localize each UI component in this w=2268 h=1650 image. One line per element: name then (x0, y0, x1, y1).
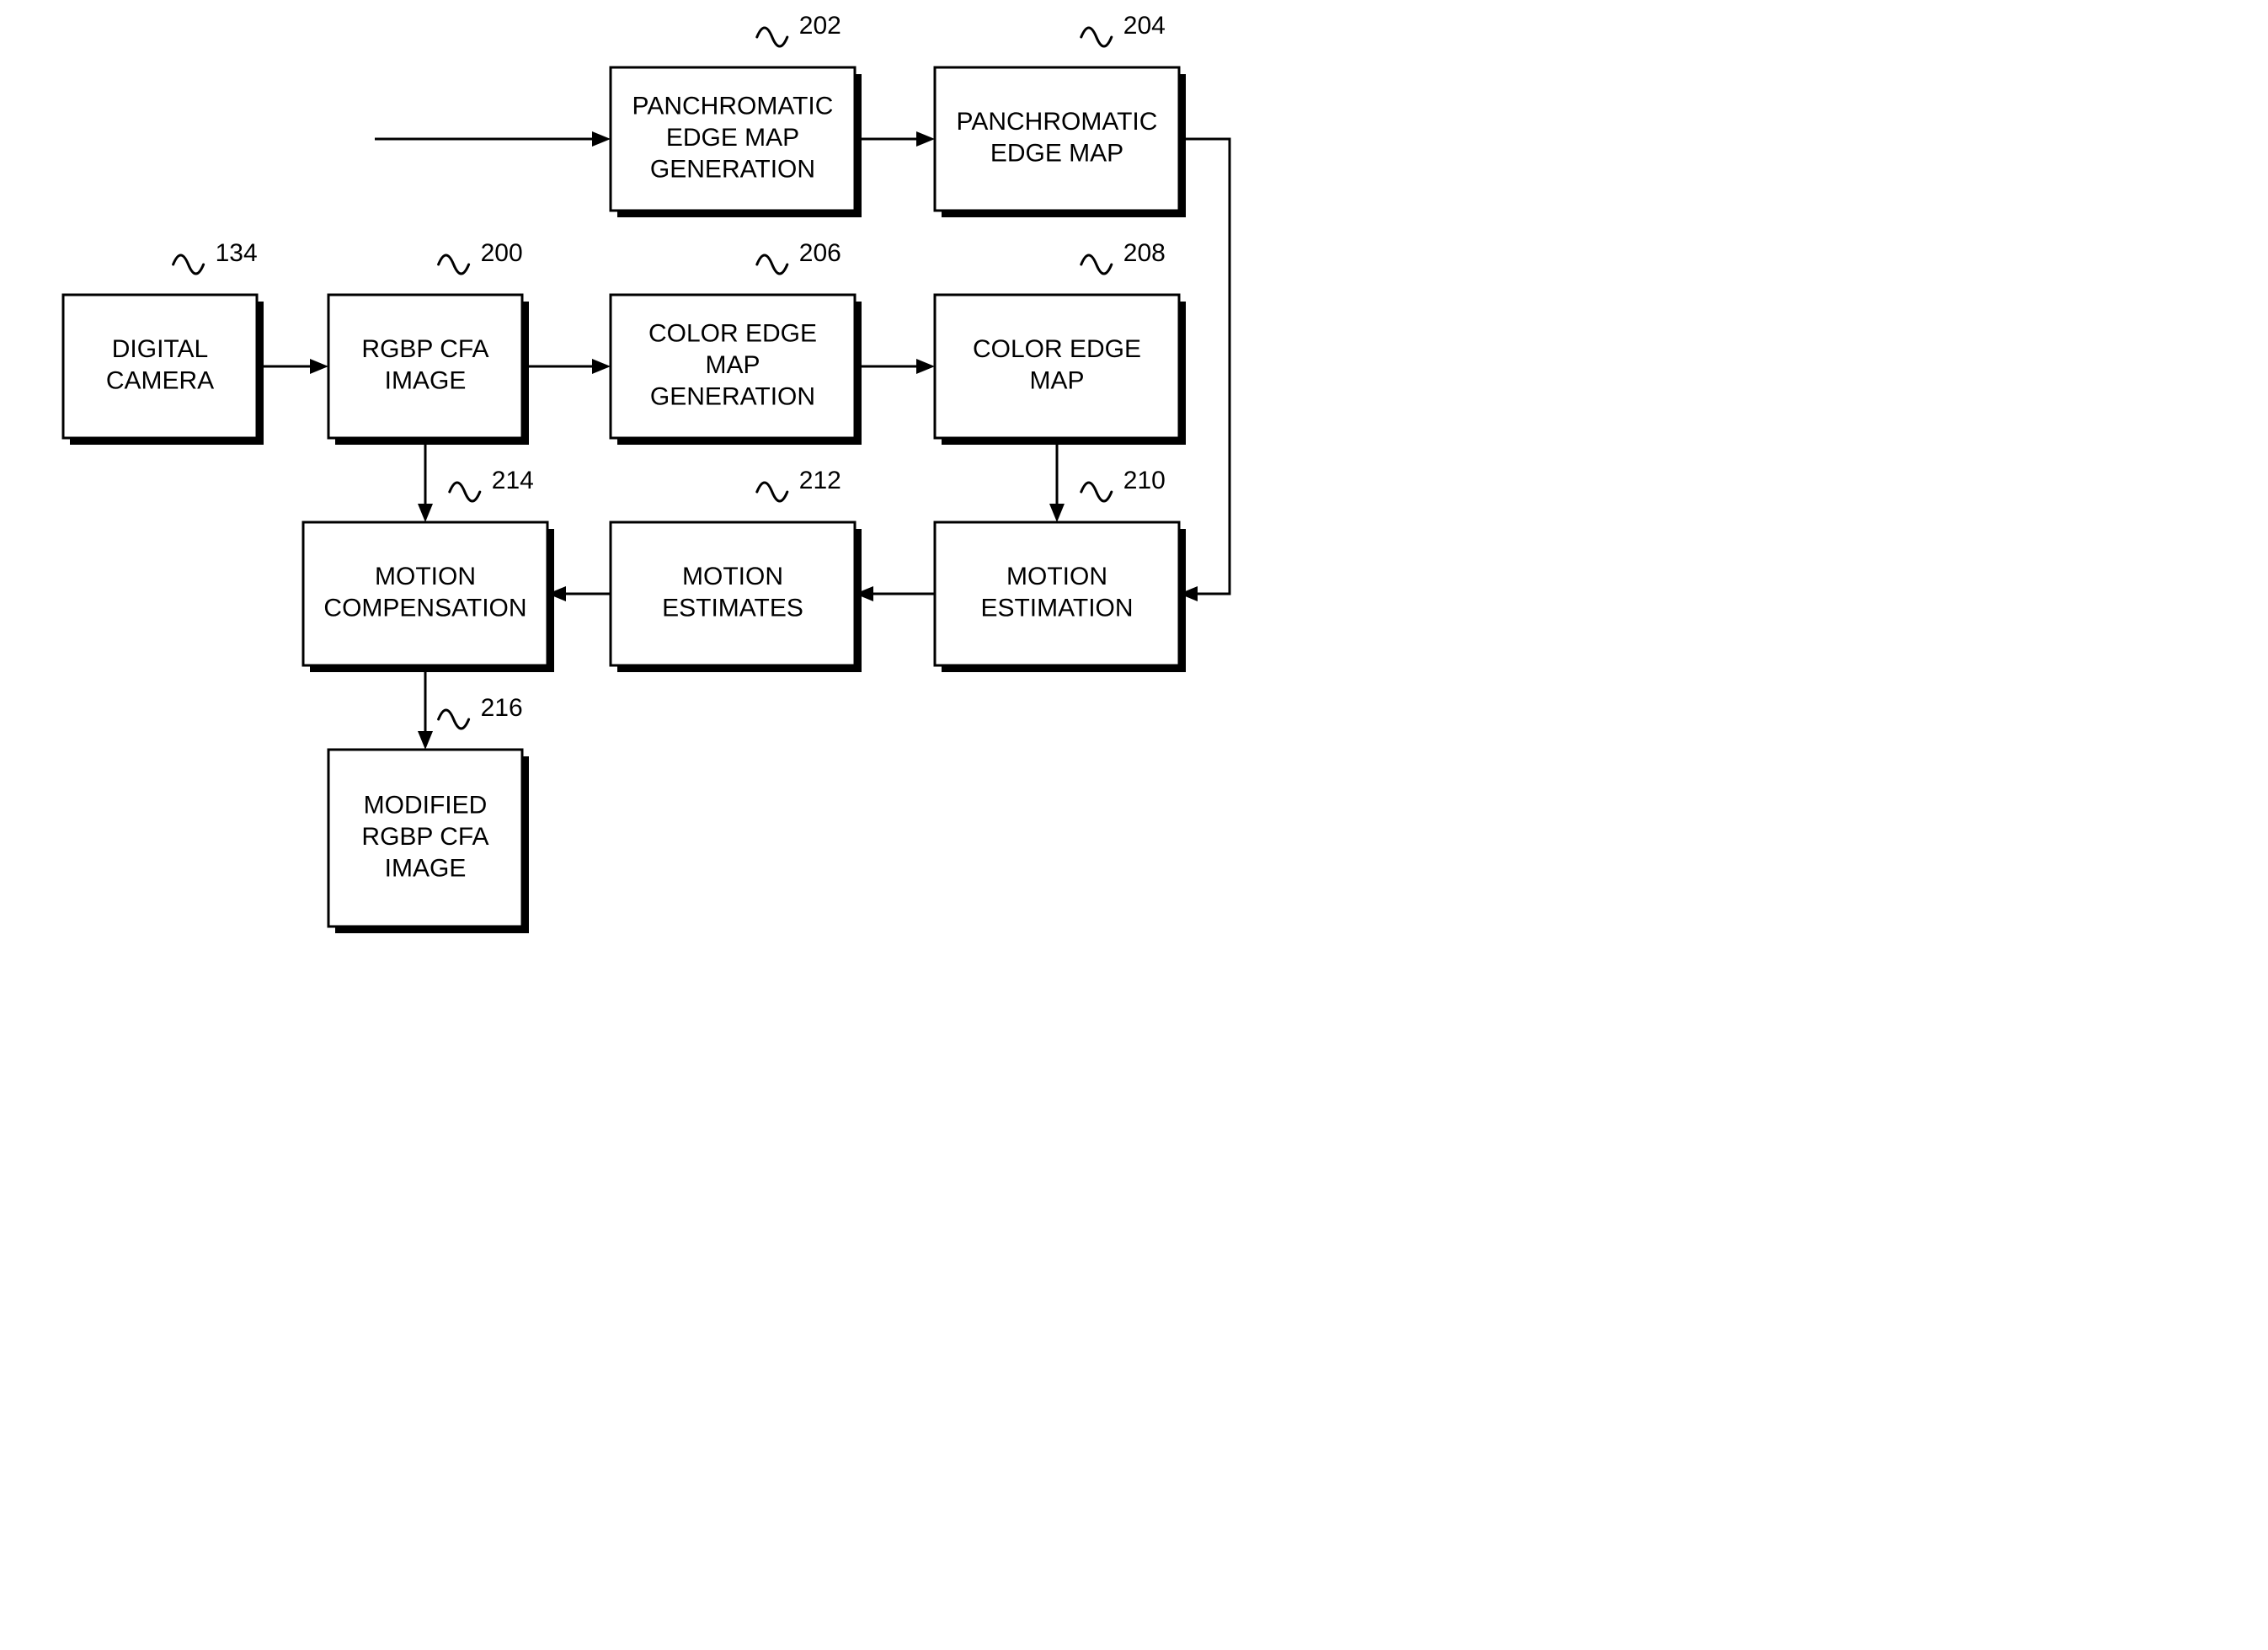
node-label: GENERATION (650, 155, 815, 183)
node-n206: COLOR EDGE MAP GENERATION 206 (611, 239, 862, 445)
node-label: RGBP CFA (361, 823, 488, 851)
node-label: MOTION (375, 563, 476, 590)
node-n216: MODIFIED RGBP CFA IMAGE 216 (328, 694, 529, 933)
node-n204: PANCHROMATIC EDGE MAP 204 (935, 12, 1186, 217)
ref-number: 200 (481, 239, 523, 267)
ref-number: 212 (799, 467, 841, 494)
ref-number: 210 (1123, 467, 1166, 494)
node-n202: PANCHROMATIC EDGE MAP GENERATION 202 (611, 12, 862, 217)
node-label: IMAGE (385, 854, 467, 882)
node-label: COMPENSATION (323, 595, 526, 622)
node-label: CAMERA (106, 367, 214, 395)
node-label: MAP (1029, 367, 1084, 395)
node-label: DIGITAL (112, 335, 208, 363)
flowchart-diagram: DIGITAL CAMERA 134 RGBP CFA IMAGE 200 PANCHROM… (0, 0, 1482, 1078)
ref-number: 202 (799, 12, 841, 40)
node-label: MODIFIED (364, 791, 488, 819)
node-label: EDGE MAP (666, 124, 799, 152)
ref-number: 214 (492, 467, 534, 494)
node-label: MOTION (1006, 563, 1107, 590)
ref-number: 134 (216, 239, 258, 267)
node-label: EDGE MAP (990, 140, 1123, 168)
node-n200: RGBP CFA IMAGE 200 (328, 239, 529, 445)
node-label: GENERATION (650, 382, 815, 410)
ref-number: 204 (1123, 12, 1166, 40)
node-n212: MOTION ESTIMATES 212 (611, 467, 862, 672)
node-label: ESTIMATES (662, 595, 803, 622)
node-label: MAP (705, 351, 760, 379)
node-n214: MOTION COMPENSATION 214 (303, 467, 554, 672)
node-label: ESTIMATION (980, 595, 1133, 622)
node-label: RGBP CFA (361, 335, 488, 363)
ref-number: 208 (1123, 239, 1166, 267)
node-n210: MOTION ESTIMATION 210 (935, 467, 1186, 672)
node-label: MOTION (682, 563, 783, 590)
node-label: PANCHROMATIC (957, 108, 1158, 136)
node-label: COLOR EDGE (973, 335, 1141, 363)
node-n134: DIGITAL CAMERA 134 (63, 239, 264, 445)
node-label: IMAGE (385, 367, 467, 395)
nodes-layer: DIGITAL CAMERA 134 RGBP CFA IMAGE 200 PANCHROM… (63, 12, 1186, 933)
ref-number: 206 (799, 239, 841, 267)
ref-number: 216 (481, 694, 523, 722)
node-label: COLOR EDGE (648, 319, 817, 347)
node-n208: COLOR EDGE MAP 208 (935, 239, 1186, 445)
node-label: PANCHROMATIC (632, 92, 834, 120)
